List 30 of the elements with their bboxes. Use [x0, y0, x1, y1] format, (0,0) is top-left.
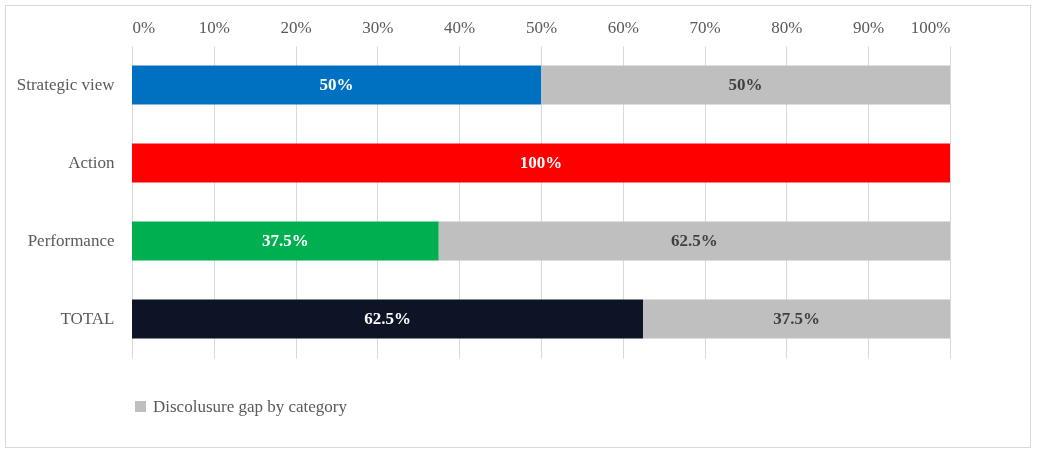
bar: [438, 221, 950, 261]
y-tick-label: TOTAL: [60, 309, 115, 328]
data-label: 37.5%: [773, 309, 820, 328]
data-label: 50%: [728, 75, 763, 94]
x-tick-label: 40%: [444, 17, 476, 37]
bar: [132, 143, 950, 183]
y-tick-label: Performance: [27, 231, 115, 250]
data-label: 50%: [319, 75, 354, 94]
x-tick-label: 90%: [853, 17, 885, 37]
bar: [132, 221, 439, 261]
x-tick-label: 80%: [771, 17, 803, 37]
data-label: 62.5%: [364, 309, 411, 328]
data-label: 62.5%: [671, 231, 718, 250]
bar: [132, 65, 541, 105]
bar: [643, 299, 950, 339]
bar: [132, 299, 644, 339]
x-tick-label: 70%: [689, 17, 721, 37]
data-label: 37.5%: [262, 231, 309, 250]
y-tick-label: Strategic view: [16, 75, 116, 94]
x-tick-label: 100%: [910, 17, 951, 37]
x-tick-label: 20%: [280, 17, 312, 37]
x-tick-label: 10%: [198, 17, 230, 37]
x-tick-label: 60%: [607, 17, 639, 37]
x-tick-label: 30%: [362, 17, 394, 37]
bar: [541, 65, 950, 105]
x-tick-label: 50%: [525, 17, 558, 37]
y-tick-label: Action: [68, 153, 115, 172]
legend-label: Discolusure gap by category: [153, 396, 348, 416]
x-tick-label: 0%: [132, 17, 156, 37]
data-label: 100%: [519, 153, 563, 172]
